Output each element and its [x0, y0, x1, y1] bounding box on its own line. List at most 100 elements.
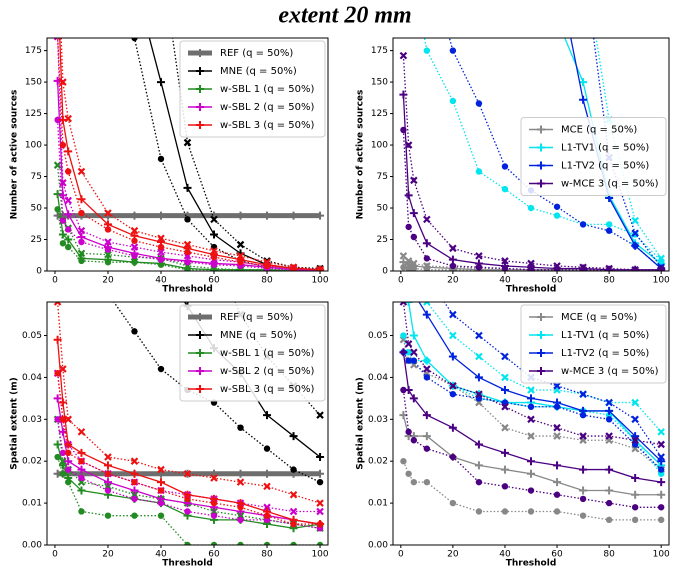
marker [500, 448, 509, 457]
plot-area [53, 39, 325, 545]
marker [579, 95, 588, 104]
x-tick-label: 20 [102, 550, 114, 560]
marker [527, 394, 535, 403]
legend-marker [537, 313, 545, 321]
x-axis-label: Threshold [162, 559, 213, 569]
marker [579, 465, 588, 474]
marker [422, 263, 431, 271]
marker [237, 504, 244, 511]
marker [290, 541, 297, 545]
marker [605, 398, 613, 407]
legend-label: w-SBL 3 (q = 50%) [220, 384, 314, 395]
marker [411, 282, 417, 288]
marker [527, 386, 535, 394]
marker [527, 415, 535, 424]
marker [605, 221, 613, 228]
marker [631, 516, 639, 524]
marker [449, 47, 457, 54]
marker [263, 260, 272, 269]
marker [475, 390, 483, 398]
marker [527, 487, 535, 494]
marker [130, 211, 139, 220]
x-tick-label: 40 [155, 550, 167, 560]
marker [553, 508, 561, 515]
marker [579, 495, 587, 503]
marker [657, 440, 665, 449]
marker [553, 423, 561, 432]
marker [475, 508, 483, 515]
legend-label: L1-TV2 (q = 50%) [561, 161, 649, 172]
y-tick-label: 50 [377, 204, 389, 214]
quantile-line [113, 302, 321, 483]
marker [103, 255, 112, 264]
marker [579, 411, 587, 419]
marker [400, 386, 407, 394]
marker [183, 469, 192, 478]
legend-label: MCE (q = 50%) [561, 125, 637, 136]
marker [65, 466, 72, 473]
marker [58, 230, 67, 239]
marker [448, 255, 457, 264]
marker [474, 461, 483, 470]
marker [78, 508, 85, 515]
y-tick-label: 100 [25, 141, 42, 151]
x-tick-label: 80 [261, 550, 273, 560]
marker [210, 512, 218, 519]
marker [156, 211, 165, 220]
marker [77, 486, 86, 495]
marker [399, 258, 408, 267]
marker [210, 259, 219, 268]
marker [183, 244, 192, 253]
marker [183, 138, 192, 147]
legend-box [520, 304, 667, 384]
marker [409, 209, 418, 218]
marker [130, 243, 139, 251]
marker [289, 432, 298, 441]
marker [399, 252, 408, 260]
marker [410, 290, 418, 298]
marker [410, 176, 418, 185]
marker [501, 483, 509, 490]
y-axis-label: Number of active sources [356, 90, 366, 220]
y-tick-label: 75 [377, 172, 388, 182]
marker [78, 209, 85, 217]
marker [631, 216, 639, 225]
legend-label: w-SBL 2 (q = 50%) [220, 102, 314, 113]
marker [657, 428, 665, 436]
marker [54, 416, 61, 423]
marker [404, 302, 413, 306]
marker [579, 432, 587, 440]
marker [579, 264, 588, 271]
marker [59, 470, 67, 477]
marker [657, 466, 665, 473]
marker [475, 478, 483, 486]
marker [423, 445, 431, 452]
marker [131, 38, 138, 42]
y-tick-label: 125 [371, 109, 388, 119]
x-tick-label: 0 [398, 276, 404, 286]
x-tick-label: 40 [155, 276, 167, 286]
marker [131, 237, 138, 244]
marker [605, 499, 613, 507]
marker [316, 507, 324, 516]
marker [316, 520, 325, 529]
legend-label: L1-TV1 (q = 50%) [561, 330, 649, 341]
x-tick-label: 60 [208, 276, 220, 286]
marker [399, 302, 408, 306]
marker [631, 504, 639, 511]
legend-marker [196, 67, 204, 75]
marker [527, 432, 535, 440]
marker [449, 390, 457, 398]
marker [500, 465, 509, 474]
marker [399, 51, 408, 60]
marker [404, 260, 413, 269]
marker [77, 232, 86, 241]
marker [105, 39, 111, 45]
y-tick-label: 25 [31, 235, 42, 245]
marker [104, 512, 112, 519]
marker [157, 155, 165, 163]
marker [449, 97, 457, 105]
marker [501, 373, 509, 382]
marker [405, 470, 412, 477]
y-tick-label: 50 [31, 204, 43, 214]
